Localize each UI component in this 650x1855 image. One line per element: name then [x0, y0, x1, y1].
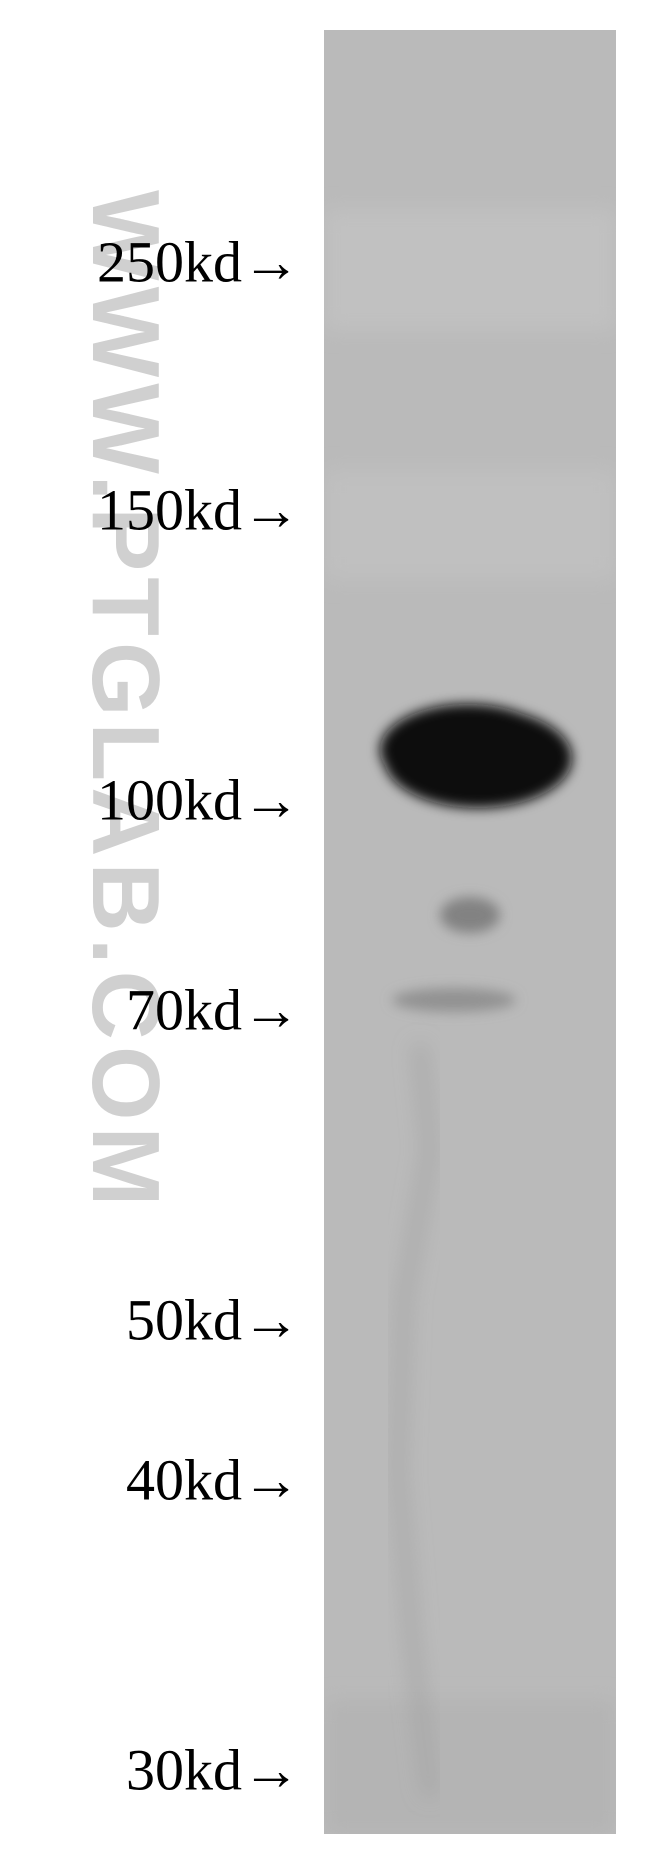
marker-label: 70kd→ [126, 977, 300, 1044]
lane-streak [398, 1050, 430, 1790]
lane-noise [324, 470, 616, 580]
lane-noise [324, 210, 616, 330]
blot-band [384, 708, 572, 808]
marker-label: 40kd→ [126, 1447, 300, 1514]
marker-label: 30kd→ [126, 1737, 300, 1804]
western-blot-figure: WWW.PTGLAB.COM 250kd→150kd→100kd→70kd→50… [0, 0, 650, 1855]
blot-band [392, 988, 516, 1012]
marker-label: 250kd→ [97, 229, 300, 296]
marker-label: 100kd→ [97, 767, 300, 834]
marker-label: 150kd→ [97, 477, 300, 544]
lane-noise [324, 1700, 616, 1834]
marker-label: 50kd→ [126, 1287, 300, 1354]
blot-band [440, 897, 500, 933]
